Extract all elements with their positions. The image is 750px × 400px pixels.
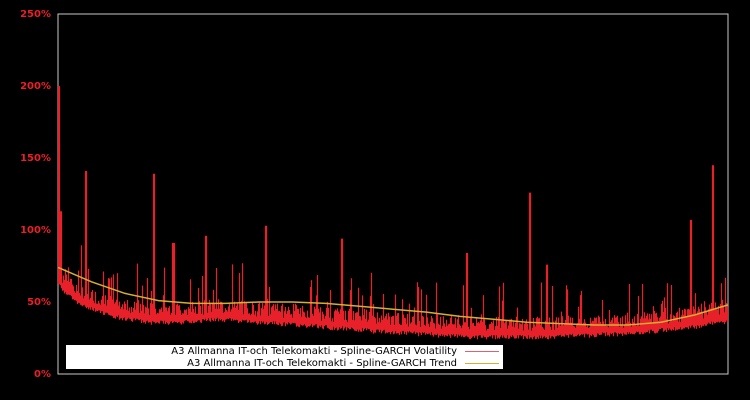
legend-label-trend: A3 Allmanna IT-och Telekomakti - Spline-… [187, 357, 457, 369]
chart-legend: A3 Allmanna IT-och Telekomakti - Spline-… [66, 345, 503, 369]
y-tick-200: 200% [20, 81, 51, 92]
legend-label-volatility: A3 Allmanna IT-och Telekomakti - Spline-… [171, 345, 457, 357]
trend-series [57, 266, 729, 326]
y-tick-100: 100% [20, 225, 51, 236]
legend-item-trend: A3 Allmanna IT-och Telekomakti - Spline-… [187, 357, 503, 369]
y-tick-50: 50% [27, 297, 51, 308]
volatility-line [57, 86, 729, 340]
y-tick-150: 150% [20, 153, 51, 164]
legend-swatch-trend [465, 362, 499, 364]
y-tick-250: 250% [20, 9, 51, 20]
y-tick-0: 0% [34, 369, 51, 380]
volatility-series [57, 86, 729, 340]
legend-item-volatility: A3 Allmanna IT-och Telekomakti - Spline-… [171, 345, 503, 357]
legend-swatch-volatility [465, 350, 499, 352]
